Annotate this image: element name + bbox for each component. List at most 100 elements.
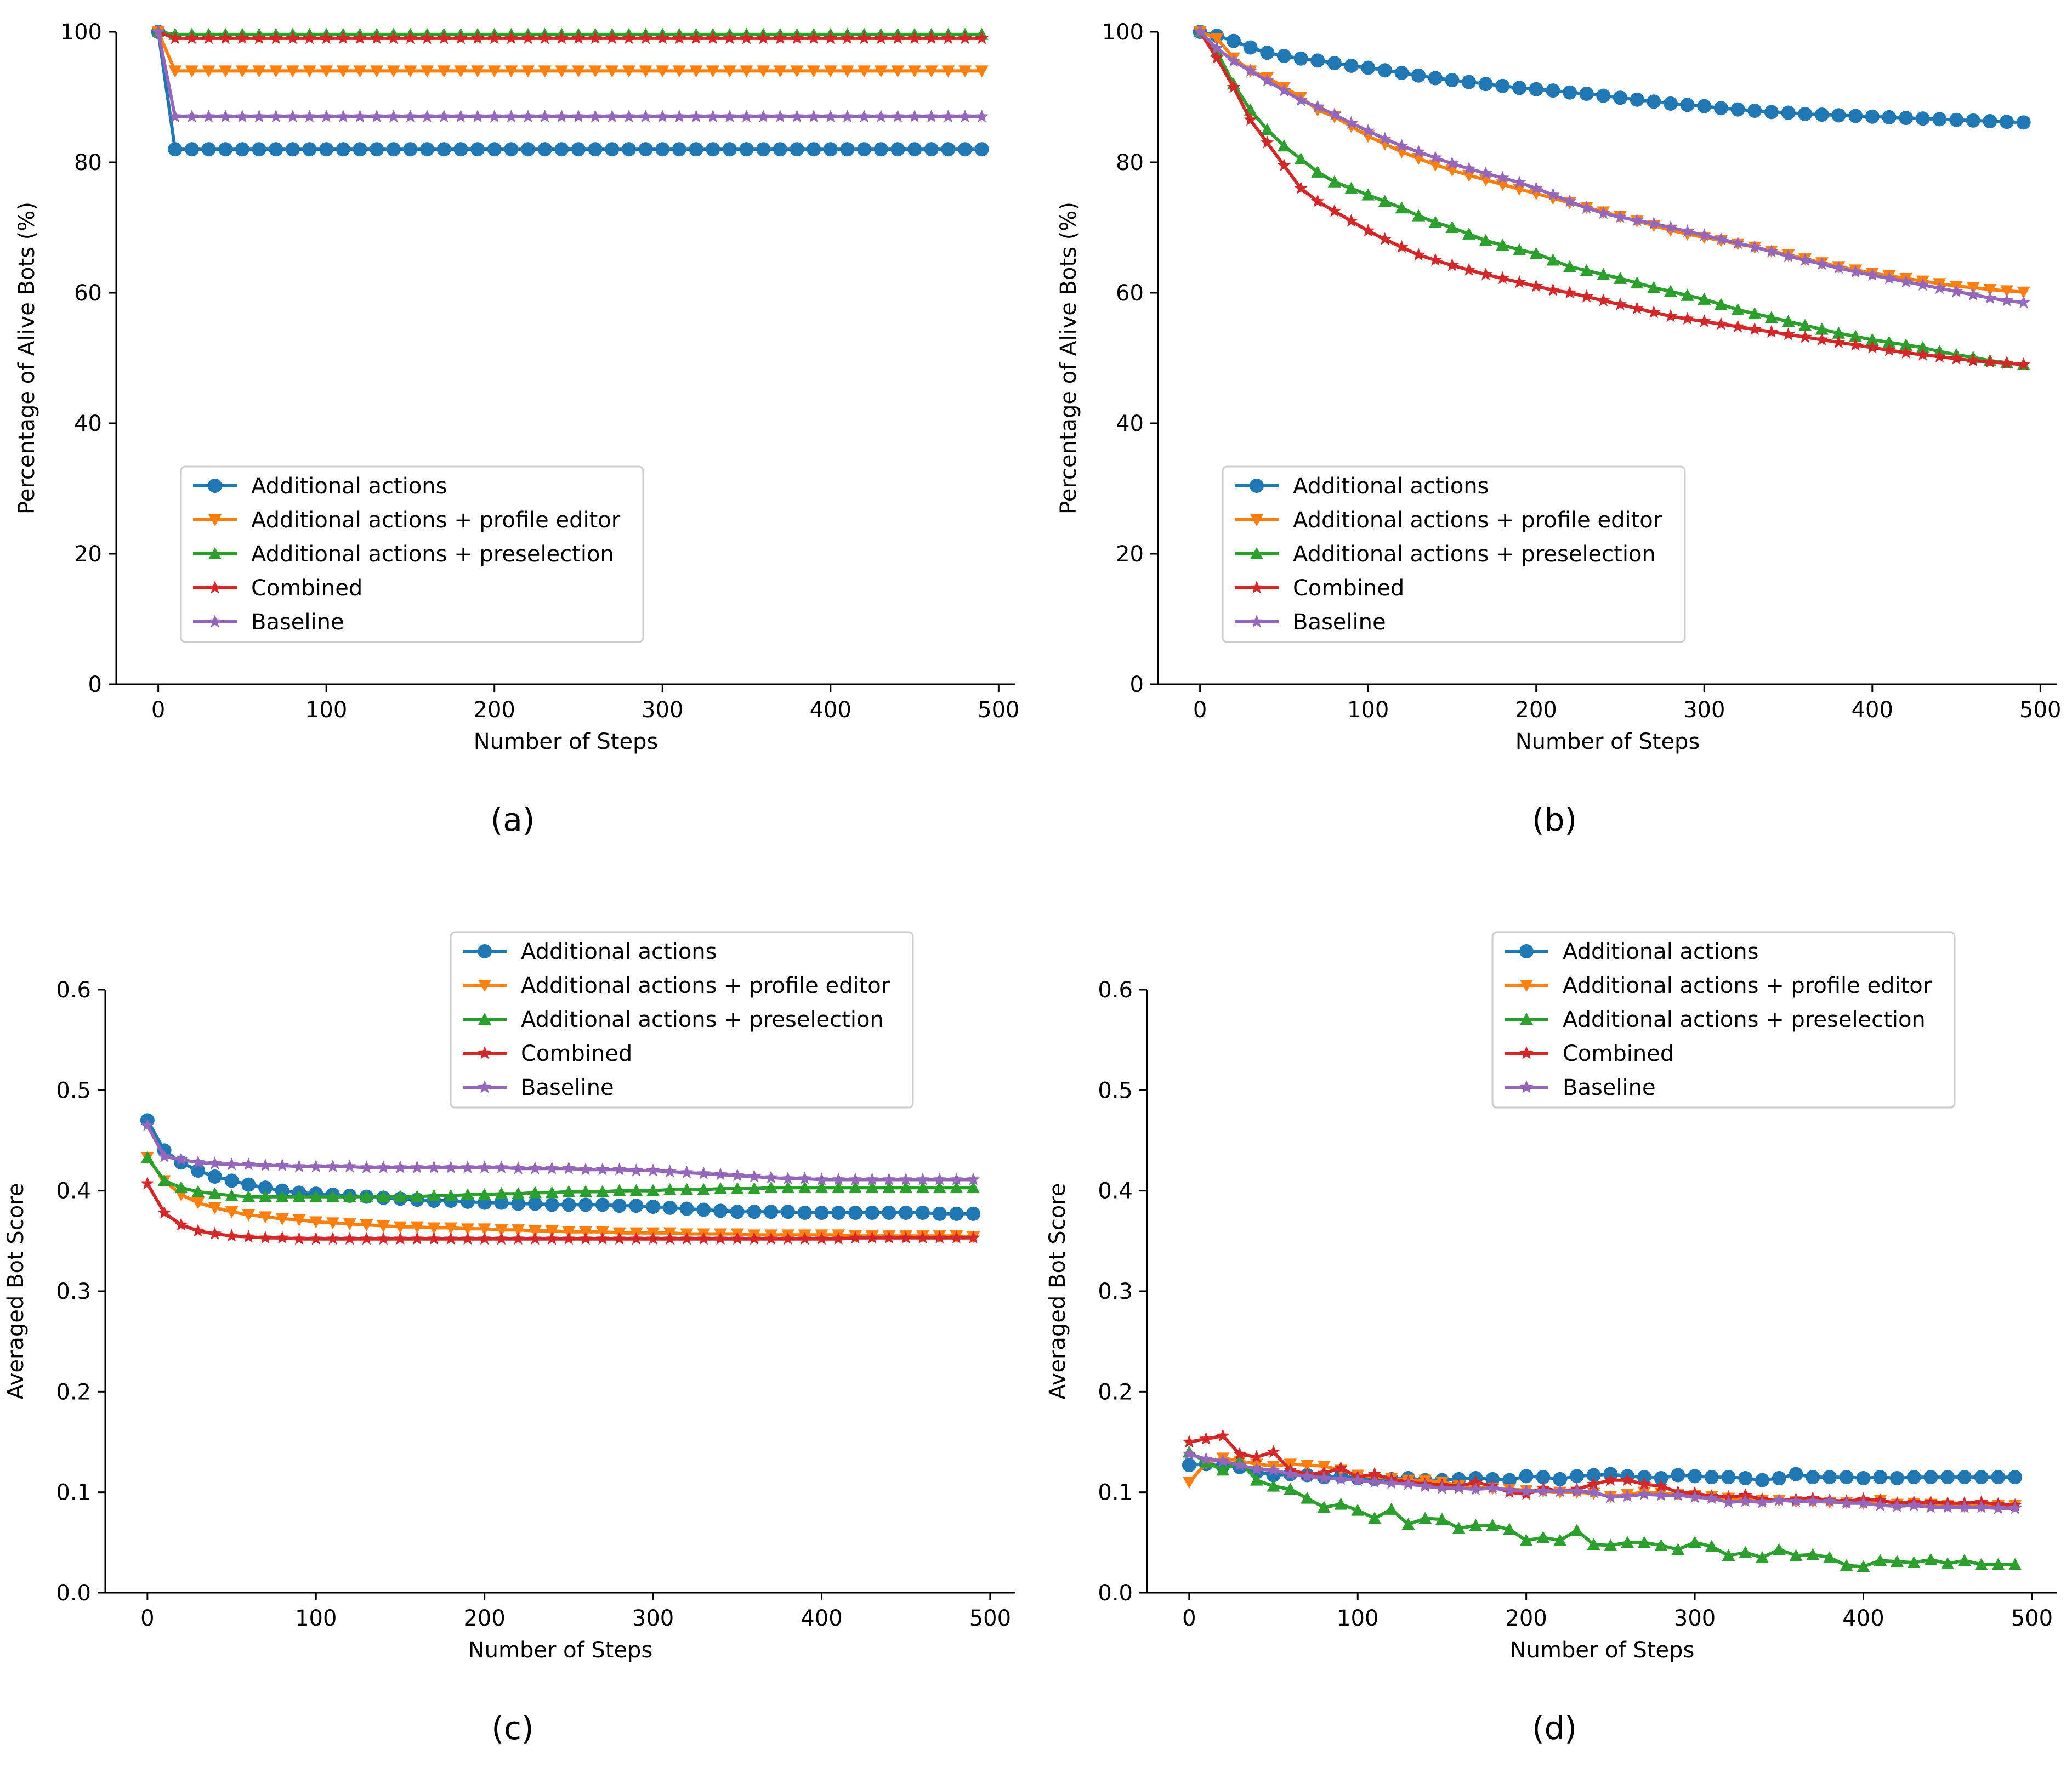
data-point — [537, 142, 552, 157]
data-point — [1462, 161, 1476, 175]
data-point — [292, 1159, 306, 1173]
data-point — [427, 1189, 441, 1201]
data-point — [1294, 152, 1308, 165]
data-point — [1216, 1453, 1230, 1467]
data-point — [2017, 286, 2030, 299]
data-point — [545, 1225, 559, 1237]
data-point — [208, 1187, 222, 1200]
data-point — [1361, 188, 1375, 201]
data-point — [370, 65, 384, 78]
legend-box — [180, 465, 644, 643]
data-point — [1789, 1549, 1803, 1561]
data-point — [756, 109, 770, 123]
data-point — [1907, 1556, 1921, 1568]
data-point — [1647, 281, 1661, 293]
data-point — [1890, 1555, 1904, 1568]
data-point — [242, 1209, 256, 1222]
data-point — [1664, 220, 1678, 234]
data-point — [1831, 108, 1846, 123]
data-point — [1378, 132, 1392, 145]
data-point — [916, 1172, 930, 1185]
data-point — [831, 1206, 846, 1220]
data-point — [1899, 345, 1913, 359]
data-point — [639, 65, 652, 78]
data-point — [1882, 343, 1896, 356]
data-point — [1789, 1467, 1803, 1481]
data-point — [1496, 239, 1509, 251]
data-point — [1654, 1488, 1668, 1501]
data-point — [1199, 1432, 1213, 1445]
data-point — [1764, 105, 1779, 120]
data-point — [1756, 1551, 1769, 1563]
data-point — [646, 1163, 660, 1177]
data-point — [1832, 260, 1846, 274]
data-point — [656, 65, 669, 78]
data-point — [899, 1172, 913, 1185]
data-point — [1283, 1467, 1297, 1480]
data-point — [571, 65, 585, 78]
data-point — [1401, 1477, 1415, 1490]
data-point — [336, 31, 350, 44]
data-point — [941, 109, 955, 123]
data-point — [713, 1167, 728, 1180]
data-point — [1647, 216, 1661, 230]
data-point — [302, 142, 317, 157]
data-point — [696, 1202, 711, 1217]
data-point — [436, 142, 451, 157]
series-combined — [1193, 25, 2031, 371]
data-point — [1344, 181, 1358, 194]
y-tick-label: 100 — [60, 20, 102, 45]
data-point — [1991, 1470, 2006, 1485]
data-point — [461, 1188, 474, 1200]
data-point — [1647, 305, 1661, 319]
data-point — [680, 1183, 694, 1195]
data-point — [252, 109, 266, 123]
data-point — [1412, 209, 1426, 222]
data-point — [241, 1177, 256, 1192]
x-tick-label: 400 — [1852, 697, 1893, 723]
data-point — [966, 1230, 980, 1244]
data-point — [1798, 319, 1812, 331]
data-point — [470, 109, 485, 123]
data-point — [495, 1160, 508, 1173]
data-point — [410, 1221, 424, 1234]
data-point — [393, 1190, 407, 1202]
data-point — [562, 1161, 576, 1174]
data-point — [1587, 1485, 1600, 1498]
data-point — [1210, 41, 1224, 54]
y-tick-label: 0.5 — [1098, 1078, 1133, 1103]
legend-label: Additional actions — [1293, 474, 1489, 499]
data-point — [208, 1156, 222, 1169]
legend-label: Baseline — [1563, 1075, 1656, 1100]
data-point — [1377, 63, 1392, 78]
y-tick-label: 0.4 — [56, 1179, 91, 1204]
data-point — [495, 1187, 508, 1200]
data-point — [1630, 213, 1644, 226]
data-point — [1697, 314, 1711, 327]
data-point — [512, 1187, 525, 1200]
data-point — [353, 31, 367, 44]
data-point — [578, 1197, 593, 1212]
data-point — [1267, 1445, 1280, 1458]
data-point — [1193, 25, 1207, 38]
data-point — [723, 31, 737, 44]
data-point — [1654, 1538, 1668, 1551]
legend-marker — [478, 944, 492, 958]
data-point — [1277, 83, 1291, 96]
data-point — [1857, 1496, 1870, 1509]
data-point — [1721, 1470, 1736, 1485]
data-point — [1210, 50, 1224, 64]
data-point — [1277, 158, 1291, 172]
data-point — [1351, 1503, 1365, 1516]
y-tick-label: 0.6 — [1098, 978, 1133, 1003]
legend-marker — [208, 514, 222, 526]
legend: Additional actions Additional actions + p… — [1222, 465, 1686, 643]
data-point — [504, 31, 518, 44]
data-point — [1243, 40, 1258, 55]
data-point — [410, 1190, 424, 1202]
data-point — [360, 1219, 373, 1231]
data-point — [202, 65, 215, 78]
y-axis-label: Averaged Bot Score — [1045, 1183, 1070, 1400]
data-point — [353, 65, 367, 78]
y-tick-label: 80 — [1116, 150, 1144, 175]
